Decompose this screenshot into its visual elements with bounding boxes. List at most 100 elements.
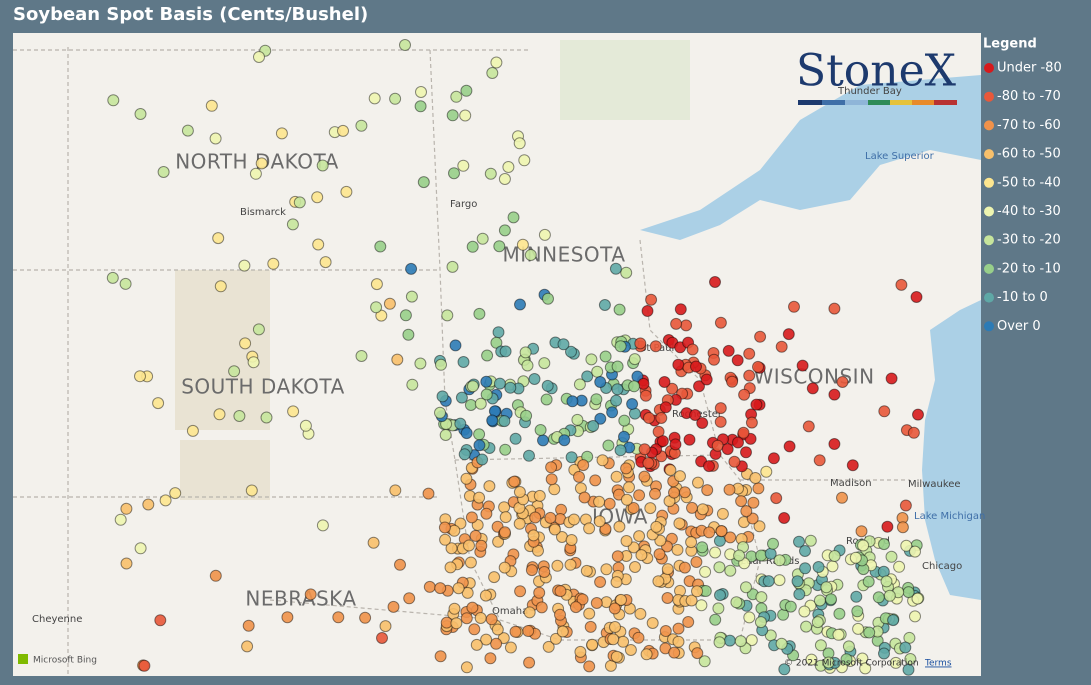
legend-label[interactable]: -30 to -20 — [997, 233, 1061, 248]
location-dot — [799, 562, 812, 575]
location-dot — [668, 646, 681, 659]
location-dot — [828, 438, 841, 450]
location-dot — [480, 375, 493, 388]
legend-label[interactable]: -50 to -40 — [997, 175, 1061, 190]
location-dot — [661, 563, 674, 576]
location-dot — [502, 161, 515, 173]
location-dot — [434, 650, 447, 663]
location-dot — [813, 454, 826, 467]
location-dot — [483, 480, 496, 493]
location-dot — [903, 631, 916, 644]
location-dot — [439, 533, 452, 546]
legend-swatch — [984, 206, 994, 217]
location-dot — [544, 511, 557, 524]
location-dot — [714, 402, 727, 415]
location-dot — [640, 648, 653, 661]
location-dot — [558, 434, 571, 447]
location-dot — [434, 582, 447, 595]
location-dot — [749, 472, 762, 484]
location-dot — [659, 625, 672, 637]
location-dot — [466, 601, 479, 614]
location-dot — [828, 302, 841, 315]
location-dot — [565, 451, 578, 464]
legend-label[interactable]: -70 to -60 — [997, 118, 1061, 133]
legend-label[interactable]: -80 to -70 — [997, 89, 1061, 104]
location-dot — [498, 526, 511, 539]
location-dot — [857, 539, 870, 552]
location-dot — [267, 257, 280, 270]
location-dot — [723, 634, 736, 647]
location-dot — [700, 373, 713, 386]
location-dot — [782, 328, 795, 341]
water-label: Lake Michigan — [914, 511, 985, 522]
location-dot — [708, 353, 720, 366]
location-dot — [773, 574, 786, 587]
location-dot — [213, 408, 226, 421]
location-dot — [379, 620, 392, 633]
location-dot — [134, 370, 146, 383]
legend-label[interactable]: Over 0 — [997, 319, 1041, 334]
legend-label[interactable]: Under -80 — [997, 61, 1062, 76]
location-dot — [754, 330, 767, 343]
location-dot — [912, 408, 924, 421]
location-dot — [910, 291, 923, 303]
location-dot — [669, 438, 682, 451]
location-dot — [461, 586, 474, 599]
location-dot — [450, 90, 463, 103]
location-dot — [883, 589, 896, 602]
location-dot — [549, 632, 562, 645]
location-dot — [498, 173, 511, 185]
location-dot — [610, 650, 623, 663]
location-dot — [793, 535, 805, 548]
location-dot — [691, 585, 703, 598]
legend-label[interactable]: -20 to -10 — [997, 261, 1061, 276]
location-dot — [701, 484, 714, 497]
logo-bar — [822, 100, 845, 105]
location-dot — [833, 607, 846, 620]
map-strip — [13, 33, 528, 47]
location-dot — [460, 84, 473, 97]
location-dot — [732, 436, 744, 449]
location-dot — [685, 536, 698, 549]
location-dot — [646, 617, 659, 629]
location-dot — [405, 262, 418, 275]
location-dot — [497, 632, 510, 645]
location-dot — [460, 427, 473, 440]
location-dot — [389, 484, 402, 497]
location-dot — [743, 369, 756, 382]
legend-label[interactable]: -60 to -50 — [997, 147, 1061, 162]
location-dot — [490, 56, 503, 69]
location-dot — [466, 380, 479, 393]
location-dot — [723, 483, 736, 496]
location-dot — [613, 520, 626, 533]
location-dot — [464, 556, 477, 569]
location-dot — [740, 446, 752, 459]
location-dot — [752, 482, 765, 495]
location-dot — [855, 525, 868, 538]
legend-label[interactable]: -10 to 0 — [997, 290, 1048, 305]
location-dot — [542, 640, 555, 653]
location-dot — [319, 256, 332, 269]
location-dot — [533, 586, 546, 599]
location-dot — [316, 159, 329, 172]
location-dot — [573, 470, 585, 483]
location-dot — [473, 439, 486, 452]
location-dot — [714, 415, 727, 428]
water-label: Lake Superior — [865, 151, 935, 162]
legend-swatch — [984, 149, 994, 160]
location-dot — [209, 569, 222, 582]
location-dot — [784, 600, 797, 613]
location-dot — [634, 607, 647, 620]
city-label: Chicago — [922, 561, 962, 572]
terms-link[interactable]: Terms — [924, 659, 952, 669]
location-dot — [247, 356, 260, 369]
location-dot — [518, 154, 531, 167]
location-dot — [607, 633, 620, 646]
location-dot — [899, 499, 912, 512]
location-dot — [465, 511, 478, 524]
location-dot — [775, 637, 788, 650]
location-dot — [591, 365, 604, 378]
legend-label[interactable]: -40 to -30 — [997, 204, 1061, 219]
location-dot — [738, 557, 751, 570]
location-dot — [851, 605, 864, 618]
